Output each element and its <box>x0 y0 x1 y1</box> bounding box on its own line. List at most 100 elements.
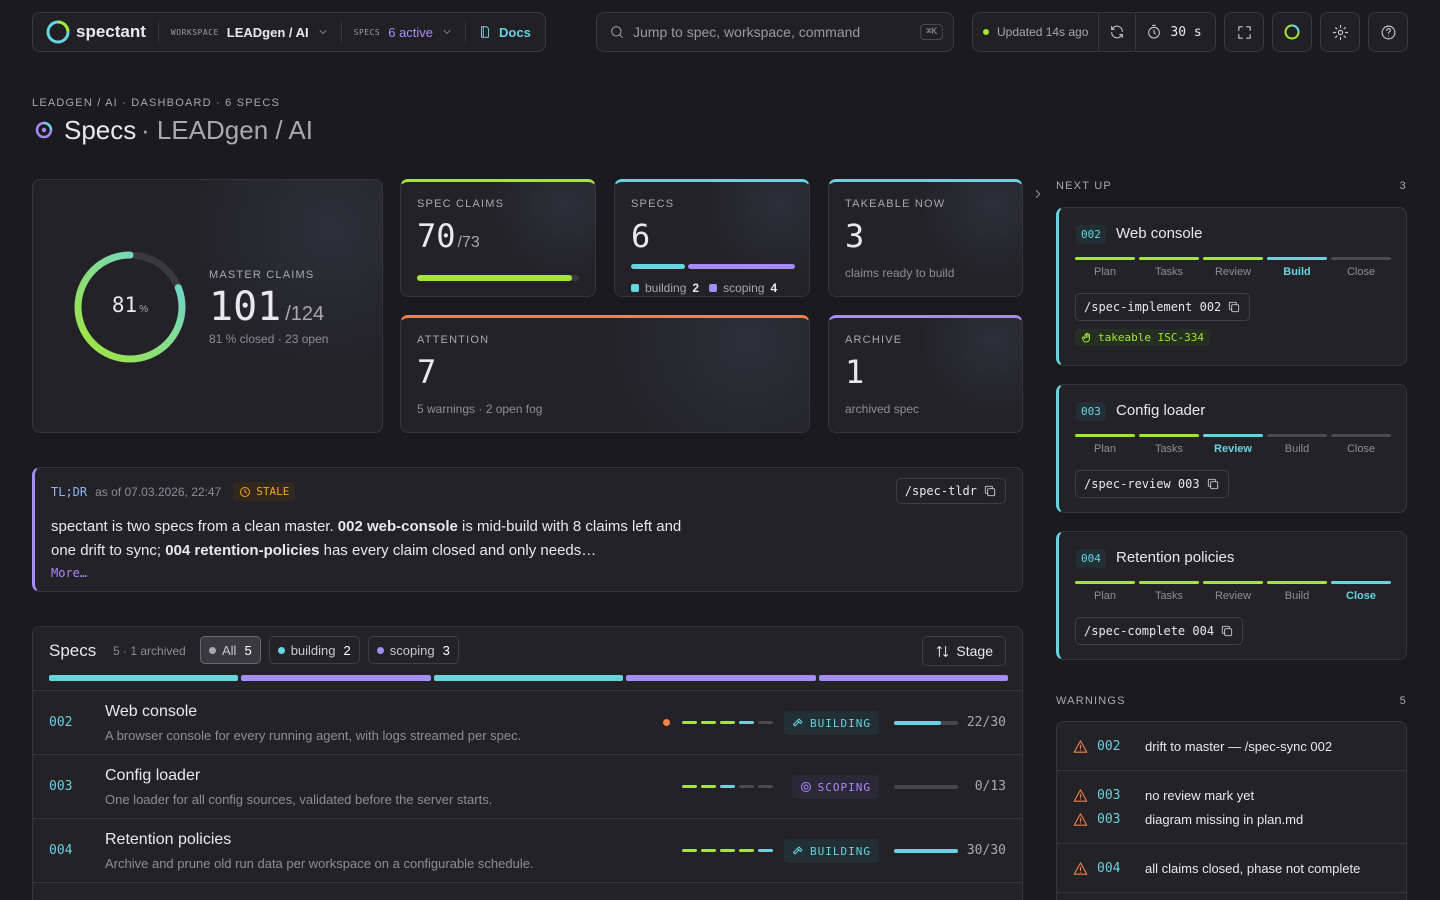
icon-part <box>800 782 811 792</box>
status-icon <box>800 781 812 793</box>
phase-dash <box>720 785 735 788</box>
next-command[interactable]: /spec-review 003 <box>1075 470 1229 498</box>
spec-row[interactable]: 002 Web console A browser console for ever… <box>33 691 1022 755</box>
warnings-count: 5 <box>1399 695 1407 707</box>
collapse-chevron <box>1031 187 1045 206</box>
copy-icon <box>983 484 997 498</box>
next-id: 003 <box>1076 402 1106 421</box>
page-title: Specs <box>64 115 137 145</box>
specs-card: SPECS 6 building 2 scoping 4 <box>614 179 810 297</box>
command-text: /spec-complete 004 <box>1084 624 1215 638</box>
chevron <box>317 26 329 38</box>
tldr-as-of: as of 07.03.2026, 22:47 <box>95 484 222 499</box>
phase-bar <box>1267 434 1327 437</box>
filter[interactable]: scoping 3 <box>367 636 459 664</box>
help-button[interactable] <box>1368 12 1408 52</box>
icon-part <box>1221 625 1230 634</box>
shortcut: ⌘K <box>920 24 943 40</box>
tldr-command[interactable]: /spec-tldr <box>895 478 1006 504</box>
warning-icon <box>1073 861 1088 876</box>
icon-part <box>1209 481 1218 490</box>
icon-part <box>1111 25 1124 39</box>
sort-button[interactable]: Stage <box>922 636 1006 666</box>
spec-row[interactable]: 003 Config loader One loader for all confi… <box>33 755 1022 819</box>
search[interactable]: Jump to spec, workspace, command ⌘K <box>596 12 954 52</box>
icon-part <box>1385 27 1391 34</box>
next-card[interactable]: 003 Config loader Plan Tasks Review Build Clos… <box>1056 384 1407 513</box>
brand: spectant <box>76 22 146 41</box>
warning[interactable]: 002 drift to master — /spec-sync 002 <box>1057 735 1406 757</box>
divider <box>1135 13 1137 51</box>
spec-desc: Archive and prune old run data per works… <box>105 856 534 871</box>
master-summary: 81 % closed · 23 open <box>209 332 329 346</box>
icon-part <box>1291 24 1300 33</box>
value: 1 <box>845 353 865 391</box>
command-text: /spec-implement 002 <box>1084 300 1222 314</box>
next-card[interactable]: 004 Retention policies Plan Tasks Review Buil… <box>1056 531 1407 660</box>
phase-label: Review <box>1214 590 1252 602</box>
copy-icon <box>1220 624 1234 638</box>
copy-icon <box>1206 477 1220 491</box>
agent-button[interactable] <box>1272 12 1312 52</box>
warning[interactable]: 003 no review mark yet <box>1057 784 1406 806</box>
spec-row[interactable]: 004 Retention policies Archive and prune o… <box>33 819 1022 883</box>
warning[interactable]: 003 diagram missing in plan.md <box>1057 808 1406 830</box>
spec-id: 002 <box>49 715 73 730</box>
specs-active[interactable]: 6 active <box>388 24 434 40</box>
icon-part <box>319 30 327 34</box>
workspace[interactable]: LEADgen / AI <box>226 24 309 40</box>
docs[interactable]: Docs <box>499 24 531 40</box>
phase-bar <box>1203 257 1263 260</box>
icon-part <box>1229 301 1238 310</box>
segment <box>241 675 431 681</box>
icon-part <box>1073 861 1088 875</box>
icon-part <box>1337 29 1343 35</box>
settings-button[interactable] <box>1320 12 1360 52</box>
search-placeholder: Jump to spec, workspace, command <box>633 24 861 40</box>
phase-dash <box>701 785 716 788</box>
filter-count: 5 <box>244 642 252 658</box>
filter-count: 3 <box>442 642 450 658</box>
divider <box>465 21 467 43</box>
filter[interactable]: building 2 <box>268 636 360 664</box>
warnings-label: WARNINGS <box>1056 695 1126 707</box>
next-command[interactable]: /spec-implement 002 <box>1075 293 1251 321</box>
next-id: 004 <box>1076 549 1106 568</box>
panel-count: 5 · 1 archived <box>113 644 186 658</box>
phase-bar <box>1267 581 1327 584</box>
divider <box>157 21 159 43</box>
phase-label: Review <box>1214 443 1252 455</box>
spec_claims-card: SPEC CLAIMS 70/73 <box>400 179 596 297</box>
icon-part <box>240 486 251 497</box>
progress-bar <box>894 721 941 725</box>
status-icon <box>792 717 804 729</box>
legend-swatch <box>709 284 718 292</box>
updated: Updated 14s ago <box>997 25 1089 39</box>
next-card[interactable]: 002 Web console Plan Tasks Review Build Close /… <box>1056 207 1407 366</box>
filter[interactable]: All 5 <box>200 636 261 664</box>
fullscreen-button[interactable] <box>1224 12 1264 52</box>
command-text: /spec-review 003 <box>1084 477 1200 491</box>
icon-part <box>1073 812 1088 826</box>
icon-part <box>793 720 800 727</box>
next-command[interactable]: /spec-complete 004 <box>1075 617 1244 645</box>
icon-part <box>1207 478 1218 490</box>
warning[interactable]: 004 all claims closed, phase not complete <box>1057 857 1406 879</box>
stale-icon <box>239 486 251 498</box>
icon-part <box>35 121 53 139</box>
caption: 5 warnings · 2 open fog <box>417 402 543 416</box>
icon-part <box>611 26 622 37</box>
progress-bar <box>894 849 958 853</box>
spec-progress: 22/30 <box>966 715 1006 730</box>
tldr-more[interactable]: More… <box>51 566 88 580</box>
refresh-interval[interactable]: 30 s <box>1170 24 1202 40</box>
takeable-card: TAKEABLE NOW 3 claims ready to build <box>828 179 1023 297</box>
icon-part <box>1073 788 1088 802</box>
divider <box>33 690 1022 691</box>
title-icon <box>34 120 54 145</box>
icon-part <box>1221 625 1233 637</box>
icon-part <box>800 782 811 792</box>
refresh[interactable] <box>1099 24 1135 40</box>
phase-bar <box>1331 434 1391 437</box>
icon-part <box>797 718 803 724</box>
